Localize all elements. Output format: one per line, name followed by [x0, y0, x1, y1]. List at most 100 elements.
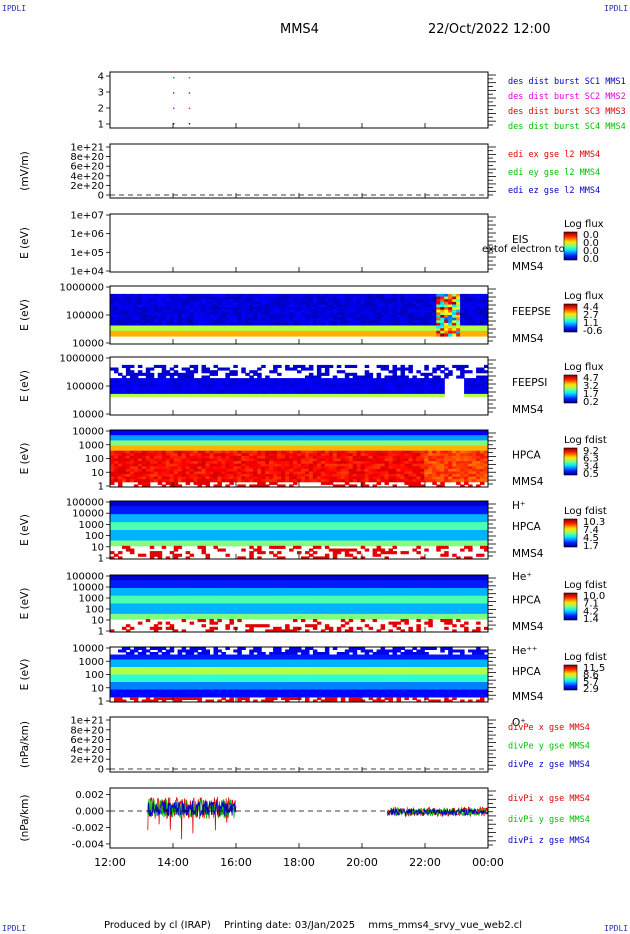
spectrogram-cell [301, 443, 306, 447]
spectrogram-cell [273, 296, 278, 300]
spectrogram-cell [440, 330, 445, 334]
spectrogram-cell [392, 471, 397, 475]
spectrogram-cell [114, 461, 119, 465]
spectrogram-cell [348, 320, 354, 324]
spectrogram-cell [344, 328, 350, 332]
spectrogram-cell [368, 299, 374, 303]
spectrogram-cell [376, 315, 382, 319]
spectrogram-cell [320, 393, 326, 397]
spectrogram-cell [456, 466, 461, 470]
spectrogram-cell [344, 315, 350, 319]
spectrogram-cell [245, 325, 250, 329]
spectrogram-cell [257, 430, 262, 434]
spectrogram-cell [125, 506, 131, 510]
spectrogram-cell [125, 383, 131, 387]
spectrogram-cell [114, 380, 119, 384]
spectrogram-cell [233, 388, 238, 392]
spectrogram-cell [245, 463, 250, 467]
spectrogram-cell [356, 309, 362, 313]
spectrogram-cell [257, 437, 262, 441]
spectrogram-cell [133, 453, 139, 457]
spectrogram-cell [149, 455, 155, 459]
spectrogram-cell [289, 445, 294, 449]
spectrogram-cell [312, 312, 318, 316]
spectrogram-cell [352, 304, 358, 308]
spectrogram-cell [464, 325, 469, 329]
spectrogram-cell [169, 388, 175, 392]
spectrogram-cell [289, 301, 294, 305]
spectrogram-cell [157, 453, 163, 457]
spectrogram-cell [392, 322, 397, 326]
spectrogram-cell [221, 378, 226, 382]
spectrogram-cell [344, 432, 350, 436]
spectrogram-cell [324, 435, 330, 439]
spectrogram-cell [468, 317, 473, 321]
spectrogram-cell [400, 322, 405, 326]
spectrogram-cell [273, 440, 278, 444]
spectrogram-cell [320, 378, 326, 382]
spectrogram-cell [436, 479, 441, 483]
spectrogram-cell [480, 383, 485, 387]
spectrogram-cell [133, 299, 139, 303]
spectrogram-cell [340, 455, 346, 459]
spectrogram-cell [269, 432, 274, 436]
spectrogram-cell [364, 383, 370, 387]
spectrogram-cell [110, 471, 115, 475]
spectrogram-cell [273, 432, 278, 436]
spectrogram-cell [372, 315, 378, 319]
spectrogram-cell [308, 312, 314, 316]
spectrogram-cell [308, 293, 314, 297]
spectrogram-cell [213, 448, 218, 452]
spectrogram-cell [145, 388, 151, 392]
spectrogram-cell [269, 476, 274, 480]
spectrogram-cell [416, 440, 421, 444]
spectrogram-cell [320, 315, 326, 319]
spectrogram-cell [225, 322, 230, 326]
spectrogram-cell [432, 466, 437, 470]
spectrogram-cell [237, 479, 242, 483]
spectrogram-cell [352, 296, 358, 300]
spectrogram-cell [193, 445, 199, 449]
spectrogram-cell [416, 435, 421, 439]
spectrogram-cell [169, 535, 175, 539]
spectrogram-cell [121, 522, 127, 526]
spectrogram-cell [308, 471, 314, 475]
spectrogram-cell [281, 391, 286, 395]
spectrogram-cell [118, 484, 123, 488]
spectrogram-cell [308, 461, 314, 465]
spectrogram-cell [472, 479, 477, 483]
spectrogram-cell [157, 468, 163, 472]
spectrogram-cell [289, 307, 294, 311]
spectrogram-cell [253, 307, 258, 311]
spectrogram-cell [217, 383, 222, 387]
spectrogram-cell [177, 461, 183, 465]
spectrogram-cell [289, 317, 294, 321]
spectrogram-cell [177, 445, 183, 449]
spectrogram-cell [356, 304, 362, 308]
spectrogram-cell [165, 299, 171, 303]
spectrogram-cell [177, 530, 183, 534]
spectrogram-cell [289, 378, 294, 382]
spectrogram-cell [408, 315, 413, 319]
spectrogram-cell [305, 471, 310, 475]
spectrogram-cell [448, 312, 453, 316]
spectrogram-cell [344, 299, 350, 303]
spectrogram-cell [273, 393, 278, 397]
spectrogram-cell [436, 309, 441, 313]
spectrogram-cell [396, 312, 401, 316]
spectrogram-cell [412, 391, 417, 395]
spectrogram-cell [121, 315, 127, 319]
spectrogram-cell [205, 481, 210, 485]
spectrogram-cell [209, 307, 214, 311]
spectrogram-cell [173, 370, 179, 374]
spectrogram-cell [110, 511, 115, 515]
spectrogram-cell [205, 312, 210, 316]
spectrogram-cell [257, 453, 262, 457]
spectrogram-cell [312, 430, 318, 434]
spectrogram-cell [436, 312, 441, 316]
spectrogram-cell [316, 317, 322, 321]
spectrogram-cell [201, 479, 206, 483]
spectrogram-cell [360, 375, 366, 379]
spectrogram-cell [261, 466, 266, 470]
spectrogram-cell [277, 383, 282, 387]
